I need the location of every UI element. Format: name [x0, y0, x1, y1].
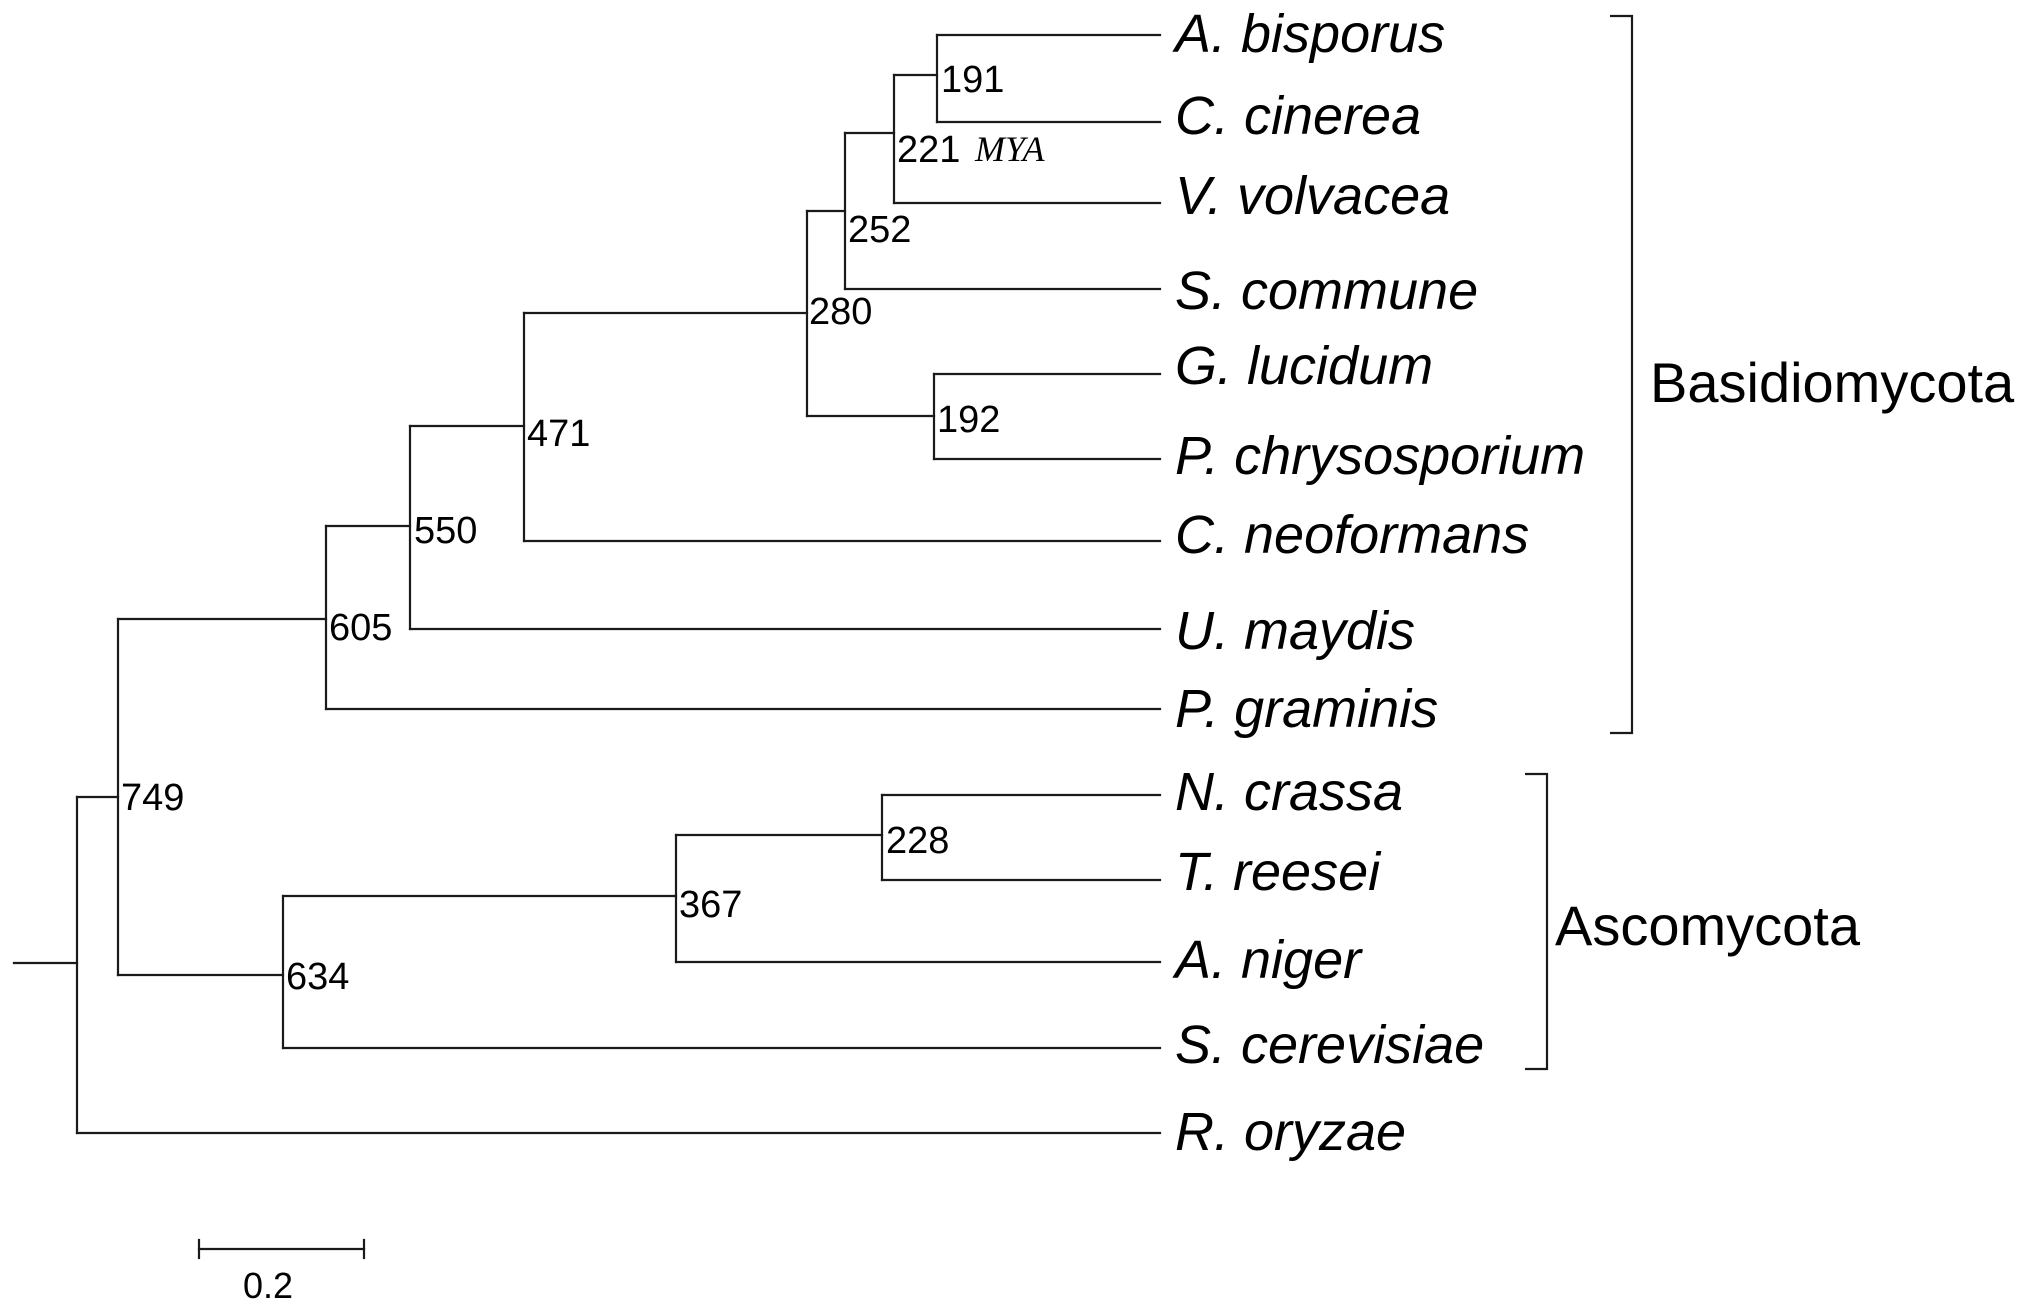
node-age-label: 550	[414, 510, 477, 552]
taxon-label: G. lucidum	[1175, 336, 1433, 396]
taxon-labels: A. bisporus C. cinerea V. volvacea S. co…	[1172, 4, 1585, 1162]
node-age-label: 280	[809, 291, 872, 333]
taxon-label: U. maydis	[1175, 601, 1415, 661]
node-age-label: 221	[897, 129, 960, 171]
node-age-label: 367	[679, 884, 742, 926]
taxon-label: P. graminis	[1175, 679, 1438, 739]
node-age-labels: 191 221 MYA 252 280 192 471 550 605 749 …	[121, 59, 1045, 998]
taxon-label: S. cerevisiae	[1175, 1015, 1484, 1075]
group-brackets: Basidiomycota Ascomycota	[1525, 14, 2015, 1071]
basidiomycota-bracket	[1610, 14, 1634, 735]
taxon-label: V. volvacea	[1175, 166, 1450, 226]
taxon-label: R. oryzae	[1175, 1102, 1406, 1162]
scale-bar: 0.2	[197, 1238, 366, 1306]
taxon-label: A. bisporus	[1172, 4, 1445, 64]
taxon-label: C. neoformans	[1175, 505, 1529, 565]
age-unit-label: MYA	[974, 129, 1045, 169]
taxon-label: P. chrysosporium	[1175, 426, 1585, 486]
ascomycota-label: Ascomycota	[1555, 894, 1861, 957]
node-age-label: 191	[941, 59, 1004, 101]
taxon-label: T. reesei	[1175, 842, 1382, 902]
node-age-label: 749	[121, 777, 184, 819]
node-age-label: 252	[848, 209, 911, 251]
node-age-label: 471	[527, 413, 590, 455]
node-age-label: 228	[886, 820, 949, 862]
scale-bar-label: 0.2	[243, 1265, 293, 1306]
node-age-label: 634	[286, 956, 349, 998]
tree-branches	[12, 33, 1162, 1135]
node-age-label: 192	[937, 399, 1000, 441]
taxon-label: N. crassa	[1175, 762, 1403, 822]
basidiomycota-label: Basidiomycota	[1650, 351, 2015, 414]
node-age-label: 605	[329, 607, 392, 649]
taxon-label: S. commune	[1175, 261, 1478, 321]
ascomycota-bracket	[1525, 772, 1549, 1071]
taxon-label: A. niger	[1172, 930, 1363, 990]
taxon-label: C. cinerea	[1175, 86, 1421, 146]
